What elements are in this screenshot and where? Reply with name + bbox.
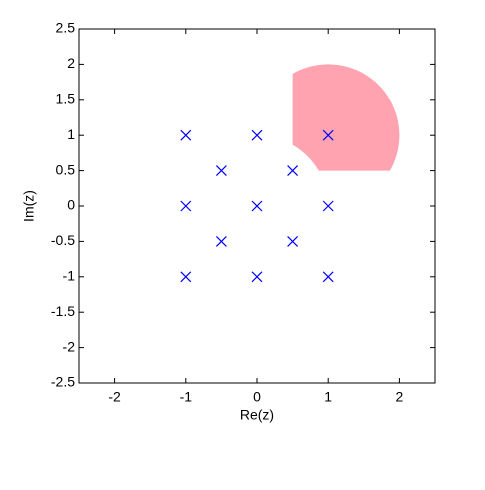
x-tick-label: -2 xyxy=(108,389,121,405)
marker xyxy=(180,200,192,212)
y-tick-label: 1.5 xyxy=(56,91,76,107)
y-tick-label: 1 xyxy=(67,126,75,142)
y-tick-label: 0.5 xyxy=(56,161,76,177)
y-tick-label: -1.5 xyxy=(51,303,75,319)
marker xyxy=(287,235,299,247)
x-tick-label: -1 xyxy=(180,389,193,405)
y-tick-label: -2 xyxy=(63,338,76,354)
region xyxy=(292,64,400,171)
y-tick-label: 2 xyxy=(67,55,75,71)
marker xyxy=(215,235,227,247)
marker xyxy=(215,165,227,177)
marker xyxy=(287,165,299,177)
marker xyxy=(322,200,334,212)
x-tick-label: 0 xyxy=(253,389,261,405)
marker xyxy=(251,200,263,212)
marker xyxy=(251,271,263,283)
marker xyxy=(251,129,263,141)
marker xyxy=(322,129,334,141)
marker xyxy=(180,129,192,141)
x-tick-label: 2 xyxy=(396,389,404,405)
x-tick-label: 1 xyxy=(324,389,332,405)
y-tick-label: 0 xyxy=(67,197,75,213)
y-tick-label: -2.5 xyxy=(51,374,75,390)
y-tick-label: -1 xyxy=(63,268,76,284)
y-tick-label: -0.5 xyxy=(51,232,75,248)
x-axis-label: Re(z) xyxy=(240,407,274,423)
y-tick-label: 2.5 xyxy=(56,20,76,36)
marker xyxy=(180,271,192,283)
y-axis-label: Im(z) xyxy=(21,190,37,222)
marker xyxy=(322,271,334,283)
